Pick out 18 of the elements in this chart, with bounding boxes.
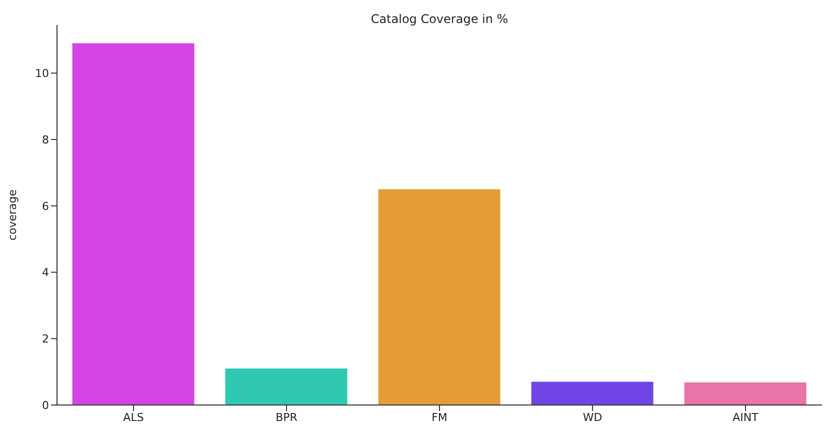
y-tick-label: 4 xyxy=(42,266,49,280)
y-tick-label: 0 xyxy=(42,398,49,412)
chart-title: Catalog Coverage in % xyxy=(370,12,510,26)
y-tick-label: 2 xyxy=(42,332,49,346)
x-tick-label: FM xyxy=(432,410,448,424)
bar xyxy=(531,382,654,405)
y-axis-title: coverage xyxy=(6,189,19,241)
y-tick-label: 8 xyxy=(42,133,49,146)
x-tick-label: WD xyxy=(582,410,602,424)
x-tick-label: AINT xyxy=(732,410,759,424)
bar xyxy=(684,382,806,405)
x-tick-label: BPR xyxy=(276,410,298,424)
x-tick-label: ALS xyxy=(123,410,144,424)
bar xyxy=(225,368,348,405)
y-tick-label: 6 xyxy=(42,200,49,213)
y-tick-label: 10 xyxy=(35,67,49,80)
bar xyxy=(378,189,500,405)
bar xyxy=(72,43,194,405)
